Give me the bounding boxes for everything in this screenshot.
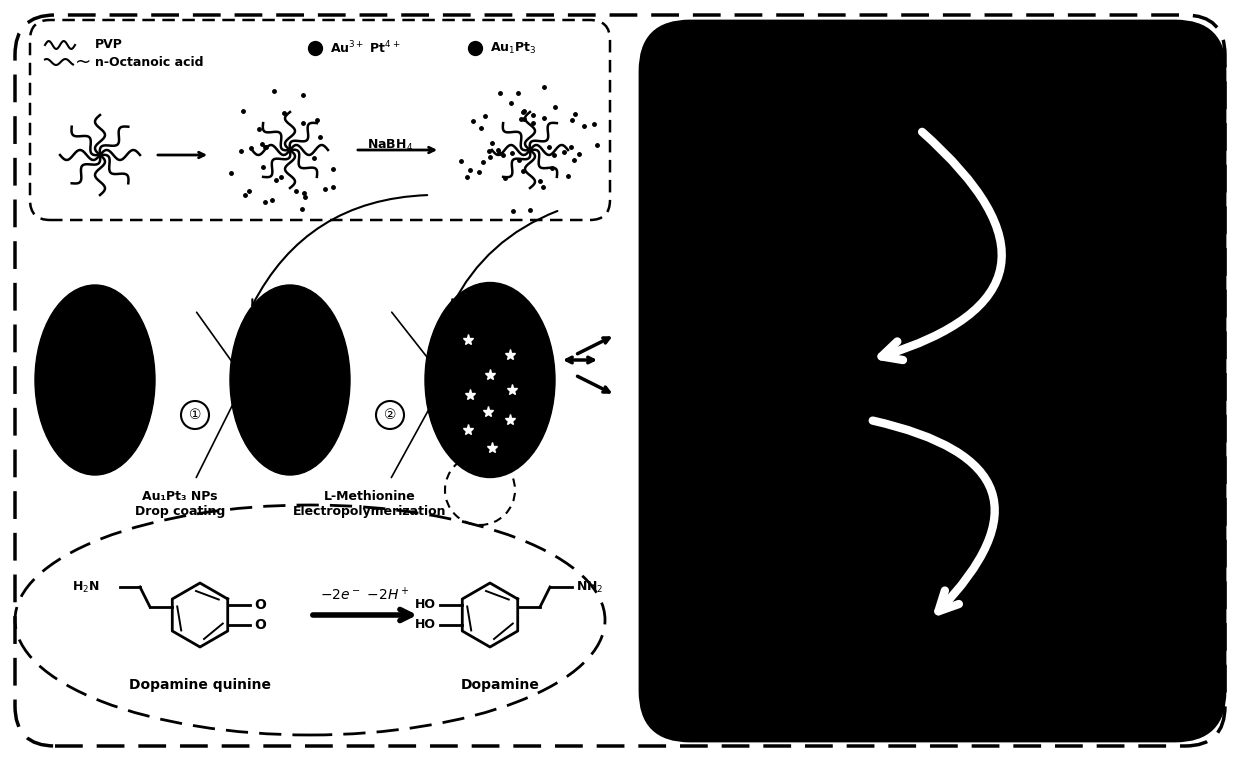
Text: L-Methionine
Electropolymerization: L-Methionine Electropolymerization (293, 490, 446, 518)
Text: n-Octanoic acid: n-Octanoic acid (95, 56, 203, 68)
Text: HO: HO (415, 619, 436, 632)
Text: Dopamine: Dopamine (460, 678, 539, 692)
FancyArrowPatch shape (873, 421, 994, 611)
Text: ~: ~ (74, 53, 92, 72)
Text: H$_2$N: H$_2$N (72, 579, 100, 594)
Text: NaBH$_4$: NaBH$_4$ (367, 138, 413, 152)
Ellipse shape (425, 282, 556, 477)
FancyBboxPatch shape (640, 21, 1225, 741)
Text: ②: ② (383, 408, 397, 422)
Text: O: O (254, 618, 265, 632)
Text: PVP: PVP (95, 39, 123, 52)
FancyArrowPatch shape (882, 132, 1002, 360)
Text: O: O (254, 598, 265, 612)
Text: $-2e^-$ $-2H^+$: $-2e^-$ $-2H^+$ (320, 586, 409, 603)
Ellipse shape (35, 285, 155, 475)
Ellipse shape (229, 285, 350, 475)
Circle shape (181, 401, 210, 429)
Text: Au$^{3+}$ Pt$^{4+}$: Au$^{3+}$ Pt$^{4+}$ (330, 40, 401, 56)
Text: Dopamine quinine: Dopamine quinine (129, 678, 272, 692)
Text: ①: ① (188, 408, 201, 422)
Text: Au$_1$Pt$_3$: Au$_1$Pt$_3$ (490, 40, 537, 56)
Circle shape (376, 401, 404, 429)
Text: HO: HO (415, 598, 436, 612)
Text: Au₁Pt₃ NPs
Drop coating: Au₁Pt₃ NPs Drop coating (135, 490, 226, 518)
Text: NH$_2$: NH$_2$ (577, 579, 604, 594)
